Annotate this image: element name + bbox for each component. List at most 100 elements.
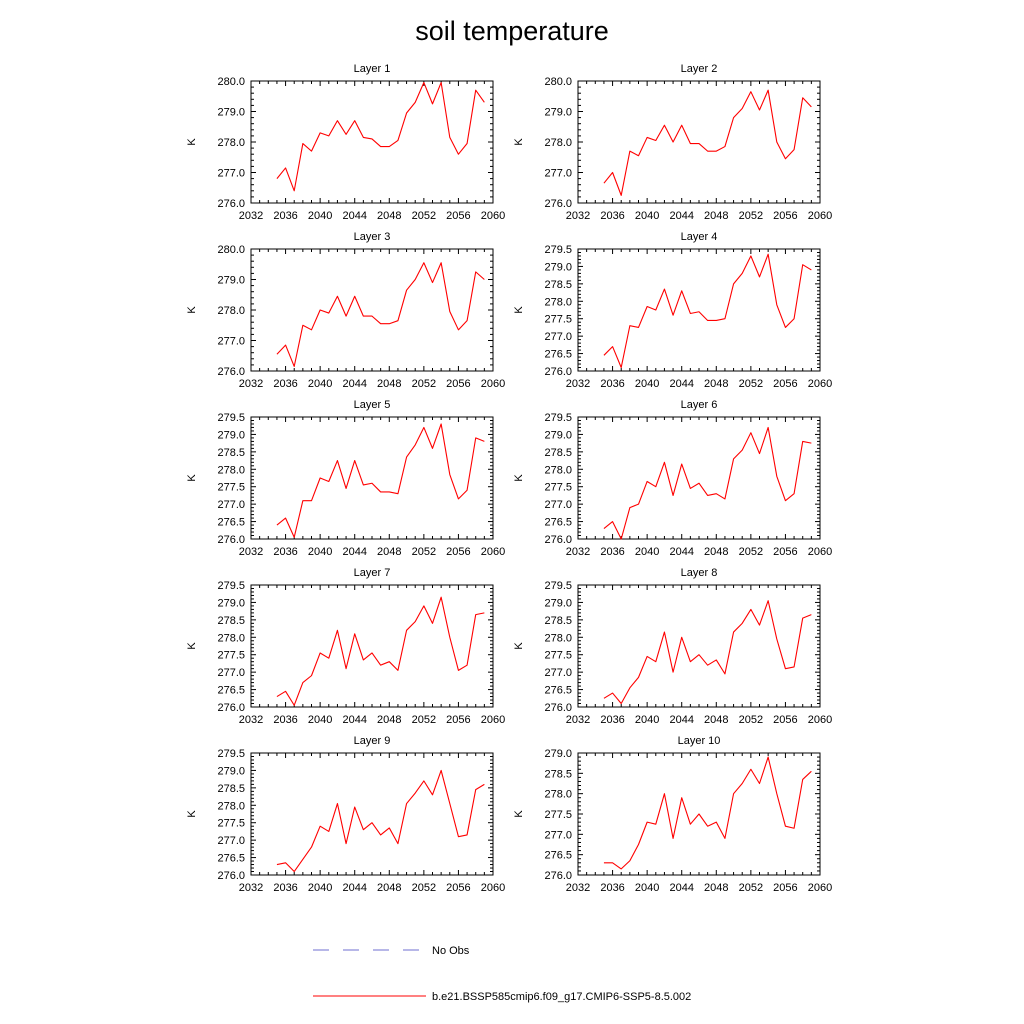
y-axis-label: K — [513, 810, 525, 818]
y-tick-label: 276.0 — [544, 702, 572, 714]
panel-layer-4: Layer 4 K 2032 2036 2040 2044 2048 2052 2056 2060… — [513, 231, 832, 390]
panel-layer-10: Layer 10 K 2032 2036 2040 2044 2048 2052 2056 206… — [513, 735, 832, 894]
y-tick-label: 278.5 — [544, 279, 572, 291]
x-tick-label: 2044 — [669, 378, 693, 390]
y-tick-label: 277.5 — [217, 650, 245, 662]
y-tick-label: 279.0 — [217, 429, 245, 441]
y-tick-label: 276.0 — [544, 366, 572, 378]
y-axis-label: K — [513, 306, 525, 314]
y-tick-label: 278.0 — [217, 632, 245, 644]
series-line-1 — [276, 262, 485, 367]
legend-model-label: b.e21.BSSP585cmip6.f09_g17.CMIP6-SSP5-8.… — [432, 991, 691, 1003]
x-tick-label: 2036 — [600, 714, 624, 726]
x-tick-label: 2052 — [739, 546, 763, 558]
y-tick-label: 277.0 — [217, 168, 245, 180]
y-tick-label: 278.0 — [217, 137, 245, 149]
x-tick-label: 2052 — [739, 714, 763, 726]
x-tick-label: 2036 — [600, 210, 624, 222]
series-line-1 — [276, 81, 485, 192]
y-tick-label: 279.0 — [544, 748, 572, 760]
y-tick-label: 278.0 — [217, 800, 245, 812]
panel-title: Layer 8 — [681, 567, 718, 579]
x-tick-label: 2048 — [704, 714, 728, 726]
y-tick-label: 277.0 — [217, 835, 245, 847]
x-tick-label: 2048 — [704, 882, 728, 894]
y-tick-label: 276.5 — [544, 349, 572, 361]
x-tick-label: 2044 — [669, 714, 693, 726]
x-tick-label: 2040 — [635, 378, 659, 390]
x-tick-label: 2052 — [412, 714, 436, 726]
plot-frame — [250, 584, 494, 708]
plot-frame — [577, 584, 821, 708]
x-tick-label: 2056 — [773, 210, 797, 222]
x-tick-label: 2036 — [273, 882, 297, 894]
y-tick-label: 278.5 — [544, 615, 572, 627]
x-tick-label: 2032 — [566, 546, 590, 558]
y-tick-label: 276.0 — [217, 198, 245, 210]
x-tick-label: 2040 — [308, 378, 332, 390]
x-tick-label: 2040 — [635, 546, 659, 558]
y-tick-label: 277.0 — [217, 336, 245, 348]
x-tick-label: 2056 — [773, 378, 797, 390]
y-tick-label: 276.0 — [544, 534, 572, 546]
x-tick-label: 2048 — [377, 546, 401, 558]
x-tick-label: 2040 — [308, 210, 332, 222]
y-tick-label: 279.5 — [217, 580, 245, 592]
y-tick-label: 276.0 — [544, 870, 572, 882]
x-tick-label: 2048 — [704, 210, 728, 222]
series-line-1 — [276, 596, 485, 706]
x-tick-label: 2044 — [669, 546, 693, 558]
x-tick-label: 2036 — [600, 882, 624, 894]
x-tick-label: 2052 — [739, 378, 763, 390]
x-tick-label: 2060 — [808, 210, 832, 222]
y-tick-label: 279.0 — [544, 597, 572, 609]
y-tick-label: 277.5 — [217, 482, 245, 494]
plot-frame — [250, 248, 494, 372]
y-tick-label: 277.0 — [217, 667, 245, 679]
x-tick-label: 2048 — [704, 546, 728, 558]
x-tick-label: 2060 — [808, 714, 832, 726]
y-axis-label: K — [186, 810, 198, 818]
x-tick-label: 2040 — [635, 714, 659, 726]
panel-title: Layer 10 — [678, 735, 721, 747]
y-tick-label: 276.0 — [544, 198, 572, 210]
y-tick-label: 277.5 — [544, 650, 572, 662]
y-tick-label: 279.5 — [217, 412, 245, 424]
y-tick-label: 276.5 — [544, 517, 572, 529]
plot-frame — [250, 752, 494, 876]
series-line-1 — [603, 253, 812, 369]
x-tick-label: 2060 — [808, 546, 832, 558]
y-tick-label: 278.0 — [544, 464, 572, 476]
y-tick-label: 279.0 — [544, 261, 572, 273]
y-tick-label: 278.5 — [544, 768, 572, 780]
x-tick-label: 2032 — [566, 714, 590, 726]
x-tick-label: 2032 — [239, 546, 263, 558]
y-tick-label: 278.5 — [217, 615, 245, 627]
x-tick-label: 2056 — [773, 882, 797, 894]
x-tick-label: 2060 — [481, 714, 505, 726]
y-tick-label: 276.5 — [217, 517, 245, 529]
x-tick-label: 2052 — [412, 546, 436, 558]
x-tick-label: 2044 — [669, 210, 693, 222]
x-tick-label: 2056 — [773, 714, 797, 726]
y-tick-label: 279.5 — [544, 580, 572, 592]
y-tick-label: 279.0 — [217, 107, 245, 119]
x-tick-label: 2060 — [808, 378, 832, 390]
x-tick-label: 2048 — [377, 378, 401, 390]
y-axis-label: K — [513, 474, 525, 482]
y-axis-label: K — [186, 474, 198, 482]
figure-title: soil temperature — [415, 16, 609, 46]
y-tick-label: 276.5 — [544, 685, 572, 697]
y-tick-label: 279.0 — [544, 107, 572, 119]
y-tick-label: 279.0 — [217, 597, 245, 609]
panel-layer-7: Layer 7 K 2032 2036 2040 2044 2048 2052 2056 2060… — [186, 567, 505, 726]
x-tick-label: 2048 — [704, 378, 728, 390]
panel-title: Layer 9 — [354, 735, 391, 747]
y-axis-label: K — [186, 642, 198, 650]
x-tick-label: 2040 — [308, 714, 332, 726]
y-tick-label: 278.5 — [217, 447, 245, 459]
y-tick-label: 276.0 — [217, 870, 245, 882]
x-tick-label: 2032 — [566, 210, 590, 222]
y-tick-label: 278.0 — [544, 137, 572, 149]
y-tick-label: 277.0 — [544, 829, 572, 841]
